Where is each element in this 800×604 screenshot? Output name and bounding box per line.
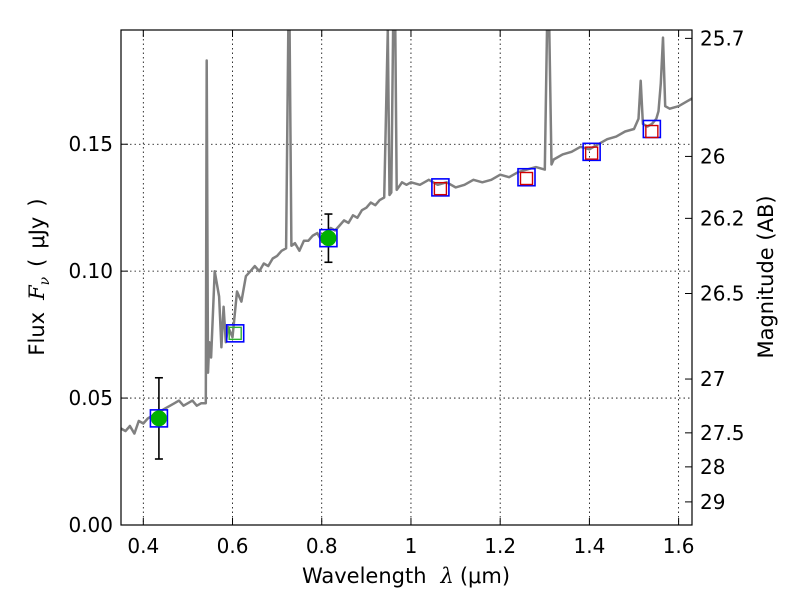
y-axis-label-subscript: ν <box>37 276 53 285</box>
tick-layer: 0.4 0.6 0.8 1 1.2 1.4 1.6 0.00 0.05 0.10 0.15 25.7 2… <box>68 26 744 558</box>
model-point <box>225 324 245 343</box>
model-point <box>517 167 536 187</box>
grid-layer <box>121 30 692 526</box>
filter-point <box>433 181 448 196</box>
filter-point <box>645 124 659 139</box>
spectrum-line <box>121 30 692 435</box>
y2-tick-label: 26.2 <box>700 206 745 230</box>
y2-tick-label: 28 <box>700 455 725 479</box>
x-tick-label: 1.4 <box>573 534 605 558</box>
x-tick-label: 0.4 <box>127 534 159 558</box>
y-tick-label: 0.15 <box>68 132 113 156</box>
x-tick-label: 1.6 <box>663 534 695 558</box>
y-axis-label-close: ) <box>25 198 49 206</box>
y2-tick-label: 27.5 <box>700 421 745 445</box>
y-axis-label-symbol: F <box>25 284 49 301</box>
y2-tick-label: 26 <box>700 144 725 168</box>
y-tick-label: 0.05 <box>68 386 113 410</box>
y-axis-label: Flux Fν ( μJy) <box>25 198 53 355</box>
x-axis-label-units: (μm) <box>460 564 510 588</box>
y-tick-label: 0.00 <box>68 513 113 537</box>
y2-tick-label: 27 <box>700 367 725 391</box>
y2-axis-label: Magnitude (AB) <box>754 195 778 358</box>
y-axis-label-prefix: Flux <box>25 312 49 356</box>
y-axis-label-units: μJy <box>25 217 49 249</box>
x-tick-label: 0.8 <box>306 534 338 558</box>
y2-tick-label: 25.7 <box>700 26 745 50</box>
x-axis-label: Wavelength λ (μm) <box>302 564 510 588</box>
filter-point <box>584 146 599 160</box>
observed-point <box>320 230 337 247</box>
plot-frame <box>120 29 693 526</box>
model-point <box>149 409 169 428</box>
filter-point <box>519 171 534 186</box>
y2-tick-label: 26.5 <box>700 281 745 305</box>
x-axis-label-prefix: Wavelength <box>302 564 427 588</box>
x-tick-label: 1 <box>405 534 418 558</box>
observed-point <box>150 410 167 427</box>
y2-tick-label: 29 <box>700 490 725 514</box>
model-point <box>431 178 450 197</box>
model-point <box>582 142 601 162</box>
plot-layer <box>121 30 692 460</box>
y-tick-label: 0.10 <box>68 259 113 283</box>
x-tick-label: 1.2 <box>484 534 516 558</box>
x-axis-label-symbol: λ <box>440 564 454 588</box>
y-axis-label-open: ( <box>25 259 49 267</box>
x-tick-label: 0.6 <box>217 534 249 558</box>
filter-point <box>228 326 242 341</box>
model-point <box>319 228 338 248</box>
